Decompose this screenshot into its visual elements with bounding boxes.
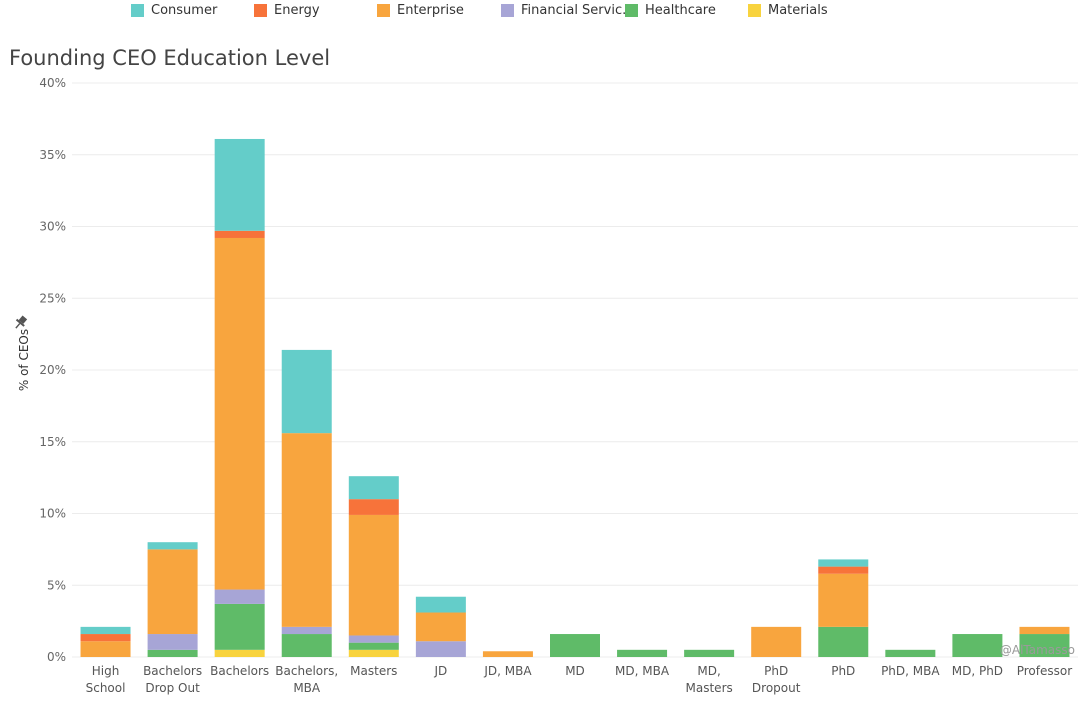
bar-segment-md-healthcare[interactable] <box>550 634 600 657</box>
y-tick-label: 0% <box>47 650 66 664</box>
y-tick-label: 15% <box>39 435 66 449</box>
legend-swatch-healthcare <box>625 3 638 17</box>
bar-segment-jd-financial-servic[interactable] <box>415 641 466 657</box>
legend-swatch-energy <box>254 3 267 17</box>
bar-segment-phd-healthcare[interactable] <box>818 626 869 657</box>
bar-segment-masters-energy[interactable] <box>348 499 399 515</box>
bar-segment-bachelors-drop-out-consumer[interactable] <box>147 542 198 550</box>
legend-item-energy[interactable]: Energy <box>254 2 320 18</box>
bar-segment-bachelors-mba-consumer[interactable] <box>281 349 332 434</box>
legend-swatch-consumer <box>131 3 144 17</box>
bar-segment-jd-mba-enterprise[interactable] <box>482 651 533 657</box>
legend-label-materials: Materials <box>768 2 828 18</box>
x-category-label: MD, Masters <box>686 664 733 695</box>
bar-segment-phd-dropout-enterprise[interactable] <box>751 626 802 657</box>
y-axis-title: % of CEOs <box>17 329 31 391</box>
bar-segment-md-mba-healthcare[interactable] <box>617 649 668 657</box>
bar-segment-jd-enterprise[interactable] <box>415 612 466 642</box>
x-category-label: PhD Dropout <box>752 664 801 695</box>
x-category-label: Masters <box>350 664 397 678</box>
bar-segment-md-masters-healthcare[interactable] <box>684 649 735 657</box>
bar-segment-bachelors-drop-out-enterprise[interactable] <box>147 549 198 635</box>
bar-segment-high-school-consumer[interactable] <box>80 626 131 635</box>
x-category-label: PhD, MBA <box>881 664 940 678</box>
bar-segment-bachelors-mba-enterprise[interactable] <box>281 433 332 627</box>
legend-label-enterprise: Enterprise <box>397 2 464 18</box>
x-category-label: Bachelors Drop Out <box>143 664 202 695</box>
y-tick-label: 10% <box>39 507 66 521</box>
bar-segment-bachelors-consumer[interactable] <box>214 138 265 231</box>
legend-swatch-financial-services <box>501 3 514 17</box>
bar-segment-bachelors-financial-servic[interactable] <box>214 589 265 604</box>
legend-item-healthcare[interactable]: Healthcare <box>625 2 716 18</box>
bar-segment-bachelors-drop-out-financial-servic[interactable] <box>147 634 198 650</box>
bar-segment-phd-mba-healthcare[interactable] <box>885 649 936 657</box>
legend-label-financial-services: Financial Servic.. <box>521 2 631 18</box>
legend-label-consumer: Consumer <box>151 2 218 18</box>
legend-item-materials[interactable]: Materials <box>748 2 828 18</box>
y-tick-label: 30% <box>39 220 66 234</box>
x-category-label: Professor <box>1017 664 1072 678</box>
bar-segment-phd-enterprise[interactable] <box>818 573 869 627</box>
bar-segment-high-school-enterprise[interactable] <box>80 641 131 657</box>
legend-swatch-materials <box>748 3 761 17</box>
x-category-label: MD, MBA <box>615 664 670 678</box>
legend-swatch-enterprise <box>377 3 390 17</box>
bar-segment-masters-consumer[interactable] <box>348 476 399 500</box>
legend-label-energy: Energy <box>274 2 320 18</box>
bar-segment-phd-energy[interactable] <box>818 566 869 574</box>
bar-segment-bachelors-mba-financial-servic[interactable] <box>281 626 332 635</box>
legend-item-consumer[interactable]: Consumer <box>131 2 217 18</box>
bar-segment-bachelors-healthcare[interactable] <box>214 603 265 650</box>
x-category-label: JD <box>433 664 447 678</box>
credit-label: @AlTamasso <box>1000 643 1075 657</box>
legend-item-enterprise[interactable]: Enterprise <box>377 2 464 18</box>
bar-segment-md-phd-healthcare[interactable] <box>952 634 1003 657</box>
y-tick-label: 35% <box>39 148 66 162</box>
bar-segment-phd-consumer[interactable] <box>818 559 869 567</box>
bar-segment-masters-enterprise[interactable] <box>348 514 399 636</box>
chart-legend: Consumer Energy Enterprise Financial Ser… <box>0 0 1080 22</box>
y-tick-label: 20% <box>39 363 66 377</box>
bar-segment-masters-financial-servic[interactable] <box>348 635 399 643</box>
pin-icon[interactable] <box>12 314 29 331</box>
y-tick-label: 5% <box>47 578 66 592</box>
x-category-label: High School <box>86 664 126 695</box>
bar-segment-bachelors-mba-healthcare[interactable] <box>281 634 332 657</box>
y-tick-label: 25% <box>39 291 66 305</box>
x-category-label: MD, PhD <box>952 664 1003 678</box>
bar-segment-bachelors-materials[interactable] <box>214 649 265 657</box>
x-category-label: Bachelors <box>210 664 269 678</box>
bar-segment-masters-healthcare[interactable] <box>348 642 399 650</box>
bar-segment-masters-materials[interactable] <box>348 649 399 657</box>
bar-segment-high-school-energy[interactable] <box>80 634 131 642</box>
x-category-label: JD, MBA <box>483 664 532 678</box>
x-category-label: PhD <box>831 664 855 678</box>
x-category-label: Bachelors, MBA <box>275 664 338 695</box>
legend-label-healthcare: Healthcare <box>645 2 716 18</box>
bar-segment-professor-healthcare[interactable] <box>1019 634 1070 657</box>
bar-segment-professor-enterprise[interactable] <box>1019 626 1070 635</box>
bar-segment-jd-consumer[interactable] <box>415 596 466 613</box>
y-tick-label: 40% <box>39 76 66 90</box>
chart-title: Founding CEO Education Level <box>9 46 331 70</box>
legend-item-financial-services[interactable]: Financial Servic.. <box>501 2 630 18</box>
x-category-label: MD <box>565 664 585 678</box>
bar-segment-bachelors-energy[interactable] <box>214 230 265 238</box>
bar-segment-bachelors-enterprise[interactable] <box>214 237 265 590</box>
bar-segment-bachelors-drop-out-healthcare[interactable] <box>147 649 198 657</box>
